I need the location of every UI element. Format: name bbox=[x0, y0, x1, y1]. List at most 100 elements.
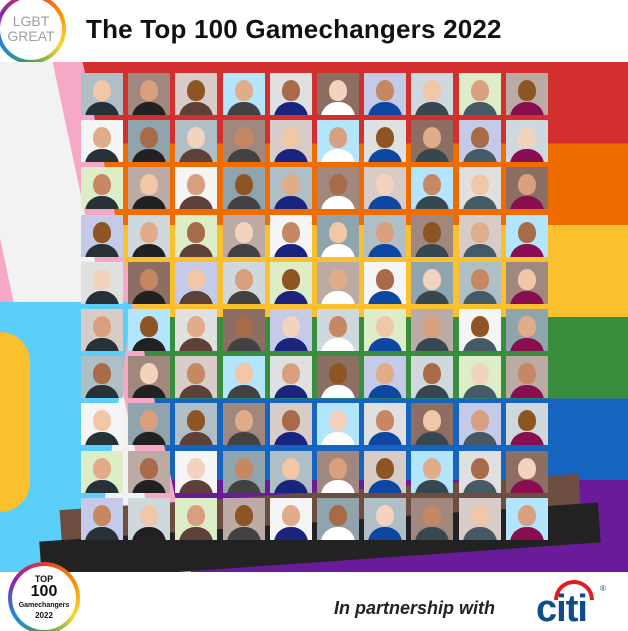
footer bbox=[0, 572, 628, 631]
portrait-head bbox=[281, 504, 300, 526]
portrait-shoulders bbox=[273, 196, 308, 210]
gamechanger-photo bbox=[411, 308, 454, 351]
portrait-head bbox=[328, 363, 347, 385]
portrait-shoulders bbox=[85, 149, 119, 163]
portrait-shoulders bbox=[368, 149, 403, 163]
portrait-shoulders bbox=[132, 526, 167, 540]
gamechanger-photo bbox=[175, 73, 218, 115]
portrait-head bbox=[376, 174, 395, 196]
portrait-head bbox=[93, 504, 111, 526]
portrait-shoulders bbox=[320, 385, 355, 399]
portrait-shoulders bbox=[132, 479, 167, 493]
portrait-shoulders bbox=[85, 385, 119, 399]
portrait-head bbox=[376, 363, 395, 385]
portrait-shoulders bbox=[509, 149, 544, 163]
gamechanger-photo bbox=[411, 73, 454, 115]
portrait-head bbox=[328, 80, 347, 101]
portrait-head bbox=[517, 127, 536, 149]
portrait-head bbox=[93, 363, 111, 385]
portrait-head bbox=[93, 80, 111, 101]
portrait-head bbox=[376, 315, 395, 337]
gamechanger-photo bbox=[411, 497, 454, 540]
lgbt-great-logo[interactable]: LGBT GREAT bbox=[0, 0, 66, 64]
portrait-shoulders bbox=[179, 290, 214, 304]
portrait-head bbox=[423, 127, 442, 149]
portrait-shoulders bbox=[132, 196, 167, 210]
gamechanger-photo bbox=[269, 497, 312, 540]
gamechanger-photo bbox=[128, 356, 171, 399]
portrait-shoulders bbox=[226, 149, 261, 163]
portrait-head bbox=[423, 457, 442, 479]
portrait-head bbox=[187, 504, 206, 526]
gamechanger-photo bbox=[364, 356, 407, 399]
gamechanger-photo bbox=[316, 73, 359, 115]
portrait-head bbox=[517, 80, 536, 101]
gamechanger-photo bbox=[458, 167, 501, 210]
gamechanger-photo bbox=[222, 167, 265, 210]
gamechanger-photo bbox=[458, 308, 501, 351]
gamechanger-photo bbox=[222, 120, 265, 163]
portrait-shoulders bbox=[320, 102, 355, 115]
portrait-shoulders bbox=[415, 102, 450, 115]
portrait-shoulders bbox=[85, 479, 119, 493]
portrait-head bbox=[517, 268, 536, 290]
portrait-shoulders bbox=[509, 385, 544, 399]
portrait-shoulders bbox=[273, 479, 308, 493]
portrait-head bbox=[281, 174, 300, 196]
portrait-head bbox=[376, 410, 395, 432]
portrait-shoulders bbox=[320, 526, 355, 540]
portrait-head bbox=[187, 174, 206, 196]
gamechanger-photo bbox=[81, 308, 123, 351]
portrait-shoulders bbox=[226, 526, 261, 540]
citi-wordmark: citi bbox=[536, 588, 588, 630]
portrait-head bbox=[93, 174, 111, 196]
portrait-head bbox=[470, 80, 489, 101]
portrait-head bbox=[423, 174, 442, 196]
portrait-head bbox=[234, 127, 253, 149]
portrait-shoulders bbox=[368, 385, 403, 399]
portrait-shoulders bbox=[273, 243, 308, 257]
gamechanger-photo bbox=[128, 261, 171, 304]
portrait-head bbox=[328, 410, 347, 432]
gamechanger-photo bbox=[269, 308, 312, 351]
portrait-head bbox=[328, 504, 347, 526]
portrait-shoulders bbox=[415, 196, 450, 210]
gamechanger-photo bbox=[364, 403, 407, 446]
portrait-shoulders bbox=[368, 479, 403, 493]
portrait-shoulders bbox=[320, 337, 355, 351]
portrait-head bbox=[281, 410, 300, 432]
gamechanger-photo bbox=[364, 167, 407, 210]
portrait-shoulders bbox=[415, 526, 450, 540]
portrait-shoulders bbox=[462, 337, 497, 351]
gamechanger-photo bbox=[175, 450, 218, 493]
gamechanger-photo bbox=[269, 120, 312, 163]
portrait-shoulders bbox=[226, 243, 261, 257]
portrait-head bbox=[376, 504, 395, 526]
gamechanger-photo bbox=[269, 356, 312, 399]
gamechanger-photo bbox=[128, 120, 171, 163]
portrait-head bbox=[140, 268, 159, 290]
portrait-shoulders bbox=[179, 243, 214, 257]
portrait-shoulders bbox=[179, 102, 214, 115]
portrait-shoulders bbox=[509, 290, 544, 304]
portrait-head bbox=[93, 410, 111, 432]
portrait-head bbox=[423, 504, 442, 526]
portrait-head bbox=[376, 268, 395, 290]
portrait-shoulders bbox=[273, 149, 308, 163]
gamechanger-photo bbox=[458, 120, 501, 163]
gamechanger-photo bbox=[411, 261, 454, 304]
gamechanger-photo bbox=[316, 497, 359, 540]
portrait-shoulders bbox=[415, 149, 450, 163]
portrait-shoulders bbox=[368, 102, 403, 115]
portrait-head bbox=[423, 221, 442, 243]
gamechanger-photo bbox=[458, 356, 501, 399]
gamechanger-photo bbox=[316, 261, 359, 304]
portrait-head bbox=[376, 127, 395, 149]
portrait-shoulders bbox=[179, 196, 214, 210]
gamechanger-photo bbox=[128, 403, 171, 446]
gamechanger-photo bbox=[458, 403, 501, 446]
portrait-head bbox=[376, 457, 395, 479]
citi-logo[interactable]: citi ® bbox=[536, 580, 606, 630]
gamechanger-photo bbox=[364, 308, 407, 351]
badge-top: TOP bbox=[34, 574, 54, 584]
